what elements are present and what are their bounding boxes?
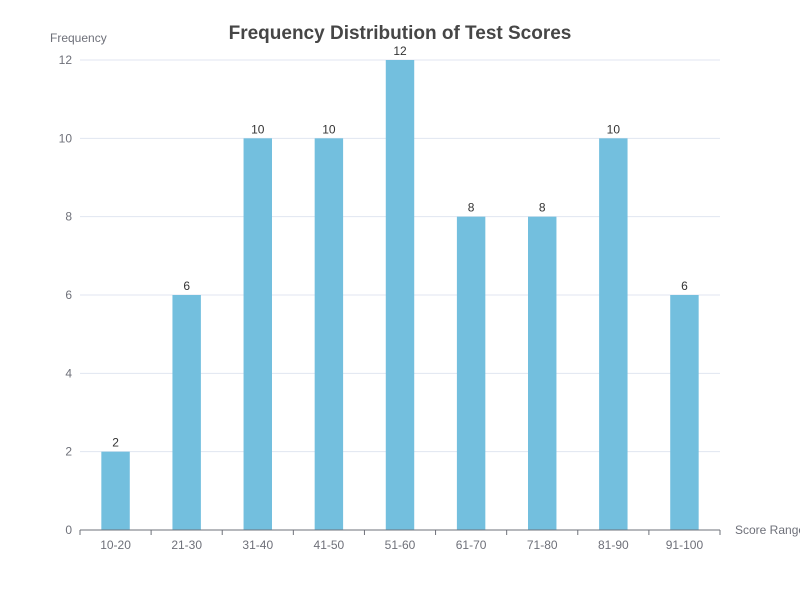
bar [456, 216, 486, 530]
x-tick-label: 10-20 [100, 538, 131, 552]
bar [528, 216, 557, 530]
x-axis-label: Score Range [735, 523, 800, 537]
data-label: 6 [183, 279, 190, 293]
axes: 0 2 4 6 8 10 12 10-20 21-30 31-40 41-50 51-60 61-70 7… [59, 53, 721, 552]
data-label: 8 [468, 201, 475, 215]
y-tick-label: 6 [65, 288, 72, 302]
y-tick-label: 10 [59, 131, 73, 145]
y-axis-label: Frequency [50, 31, 107, 45]
x-tick-label: 71-80 [527, 538, 558, 552]
y-tick-label: 8 [65, 210, 72, 224]
bars [101, 60, 699, 531]
chart-title: Frequency Distribution of Test Scores [229, 23, 572, 44]
bar [101, 451, 130, 530]
data-label: 6 [681, 279, 688, 293]
x-tick-label: 21-30 [171, 538, 202, 552]
x-tick-label: 41-50 [314, 538, 345, 552]
x-tick-label: 91-100 [666, 538, 704, 552]
bar [670, 295, 699, 530]
bar [599, 138, 628, 531]
x-tick-label: 51-60 [385, 538, 416, 552]
data-label: 8 [539, 201, 546, 215]
bar [314, 138, 344, 531]
data-label: 2 [112, 436, 119, 450]
bar [172, 295, 201, 530]
x-tick-label: 61-70 [456, 538, 487, 552]
y-tick-label: 4 [65, 366, 72, 380]
y-tick-label: 2 [65, 445, 72, 459]
y-tick-label: 12 [59, 53, 73, 67]
bar [243, 138, 272, 531]
x-tick-label: 81-90 [598, 538, 629, 552]
data-label: 12 [393, 44, 407, 58]
x-tick-label: 31-40 [242, 538, 273, 552]
y-tick-label: 0 [65, 523, 72, 537]
data-label: 10 [251, 122, 265, 136]
data-label: 10 [322, 122, 336, 136]
data-labels: 2 6 10 10 12 8 8 10 6 [112, 44, 688, 450]
bar [385, 60, 415, 530]
data-label: 10 [607, 122, 621, 136]
